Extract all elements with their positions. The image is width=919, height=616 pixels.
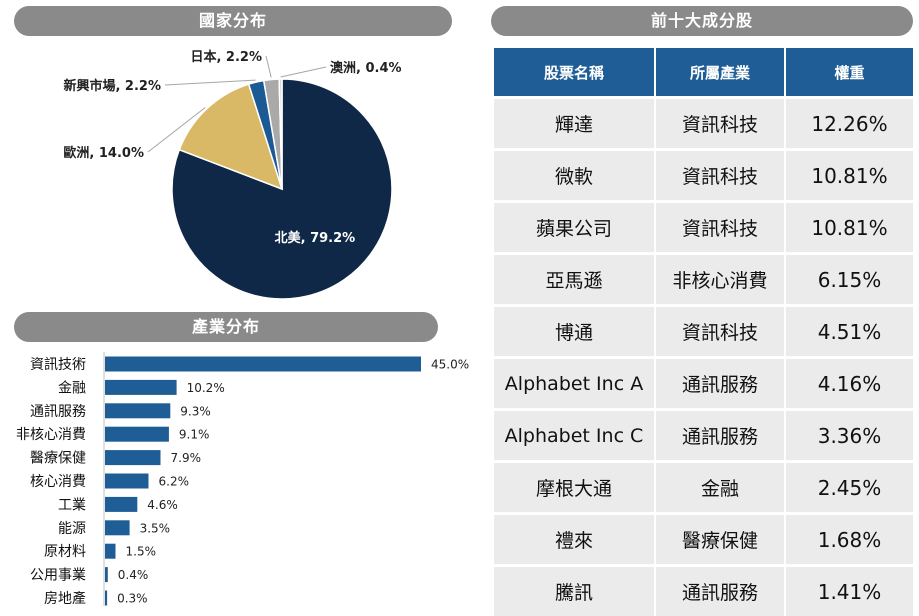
pie-label-4: 澳洲, 0.4%	[330, 60, 402, 76]
pie-label-2: 新興市場, 2.2%	[63, 78, 161, 94]
header-stock-name: 股票名稱	[494, 48, 655, 98]
bar-mark	[105, 427, 169, 442]
pie-leader-line-4	[281, 67, 326, 77]
bar-category-label: 能源	[58, 521, 86, 537]
stock-industry: 通訊服務	[655, 410, 785, 462]
bar-value-label: 4.6%	[147, 498, 178, 512]
stock-industry: 醫療保健	[655, 514, 785, 566]
pie-label-3: 日本, 2.2%	[190, 49, 262, 65]
stock-industry: 資訊科技	[655, 306, 785, 358]
stock-industry: 非核心消費	[655, 254, 785, 306]
bar-value-label: 10.2%	[187, 381, 225, 395]
bar-category-label: 核心消費	[30, 474, 86, 490]
bar-mark	[105, 474, 149, 489]
stock-name: 禮來	[494, 514, 655, 566]
stock-weight: 3.36%	[785, 410, 913, 462]
stock-name: Alphabet Inc C	[494, 410, 655, 462]
stock-industry: 金融	[655, 462, 785, 514]
bar-section-title: 產業分布	[14, 312, 438, 342]
stock-industry: 資訊科技	[655, 202, 785, 254]
bar-category-label: 非核心消費	[16, 427, 86, 443]
stock-weight: 10.81%	[785, 150, 913, 202]
bar-value-label: 0.4%	[118, 568, 149, 582]
stock-industry: 通訊服務	[655, 358, 785, 410]
bar-category-label: 工業	[58, 497, 86, 513]
bar-value-label: 1.5%	[126, 545, 157, 559]
stock-name: 摩根大通	[494, 462, 655, 514]
bar-mark	[105, 380, 177, 395]
bar-mark	[105, 520, 130, 535]
bar-category-label: 醫療保健	[30, 450, 86, 467]
bar-value-label: 9.1%	[179, 428, 210, 442]
bar-value-label: 6.2%	[159, 475, 190, 489]
bar-value-label: 9.3%	[180, 404, 211, 418]
bar-mark	[105, 357, 421, 372]
bar-category-label: 公用事業	[30, 568, 86, 584]
bar-value-label: 3.5%	[140, 521, 171, 535]
stock-weight: 4.51%	[785, 306, 913, 358]
pie-label-1: 歐洲, 14.0%	[63, 145, 144, 161]
bar-value-label: 45.0%	[431, 358, 469, 372]
table-section-title: 前十大成分股	[491, 6, 913, 36]
stock-weight: 4.16%	[785, 358, 913, 410]
bar-value-label: 7.9%	[171, 451, 202, 465]
stock-industry: 資訊科技	[655, 98, 785, 150]
bar-mark	[105, 591, 107, 606]
bar-category-label: 房地產	[44, 590, 86, 607]
stock-name: 蘋果公司	[494, 202, 655, 254]
stock-name: Alphabet Inc A	[494, 358, 655, 410]
bar-mark	[105, 497, 137, 512]
header-industry: 所屬產業	[655, 48, 785, 98]
stock-industry: 資訊科技	[655, 150, 785, 202]
stock-weight: 6.15%	[785, 254, 913, 306]
stock-weight: 1.68%	[785, 514, 913, 566]
bar-category-label: 資訊技術	[30, 357, 86, 373]
bar-mark	[105, 450, 161, 465]
pie-label-0: 北美, 79.2%	[275, 230, 356, 246]
bar-category-label: 原材料	[44, 544, 86, 560]
stock-name: 輝達	[494, 98, 655, 150]
stock-weight: 12.26%	[785, 98, 913, 150]
pie-leader-line-3	[266, 56, 271, 78]
bar-mark	[105, 567, 108, 582]
stock-name: 騰訊	[494, 566, 655, 616]
bar-category-label: 通訊服務	[30, 404, 86, 420]
header-weight: 權重	[785, 48, 913, 98]
stock-weight: 1.41%	[785, 566, 913, 616]
stock-weight: 10.81%	[785, 202, 913, 254]
pie-leader-line-2	[165, 80, 256, 85]
stock-name: 微軟	[494, 150, 655, 202]
stock-name: 亞馬遜	[494, 254, 655, 306]
bar-category-label: 金融	[58, 380, 86, 396]
stock-industry: 通訊服務	[655, 566, 785, 616]
table-header-row: 股票名稱 所屬產業 權重	[494, 48, 913, 98]
stock-weight: 2.45%	[785, 462, 913, 514]
bar-mark	[105, 403, 170, 418]
stock-name: 博通	[494, 306, 655, 358]
bar-mark	[105, 544, 116, 559]
bar-value-label: 0.3%	[117, 592, 148, 606]
